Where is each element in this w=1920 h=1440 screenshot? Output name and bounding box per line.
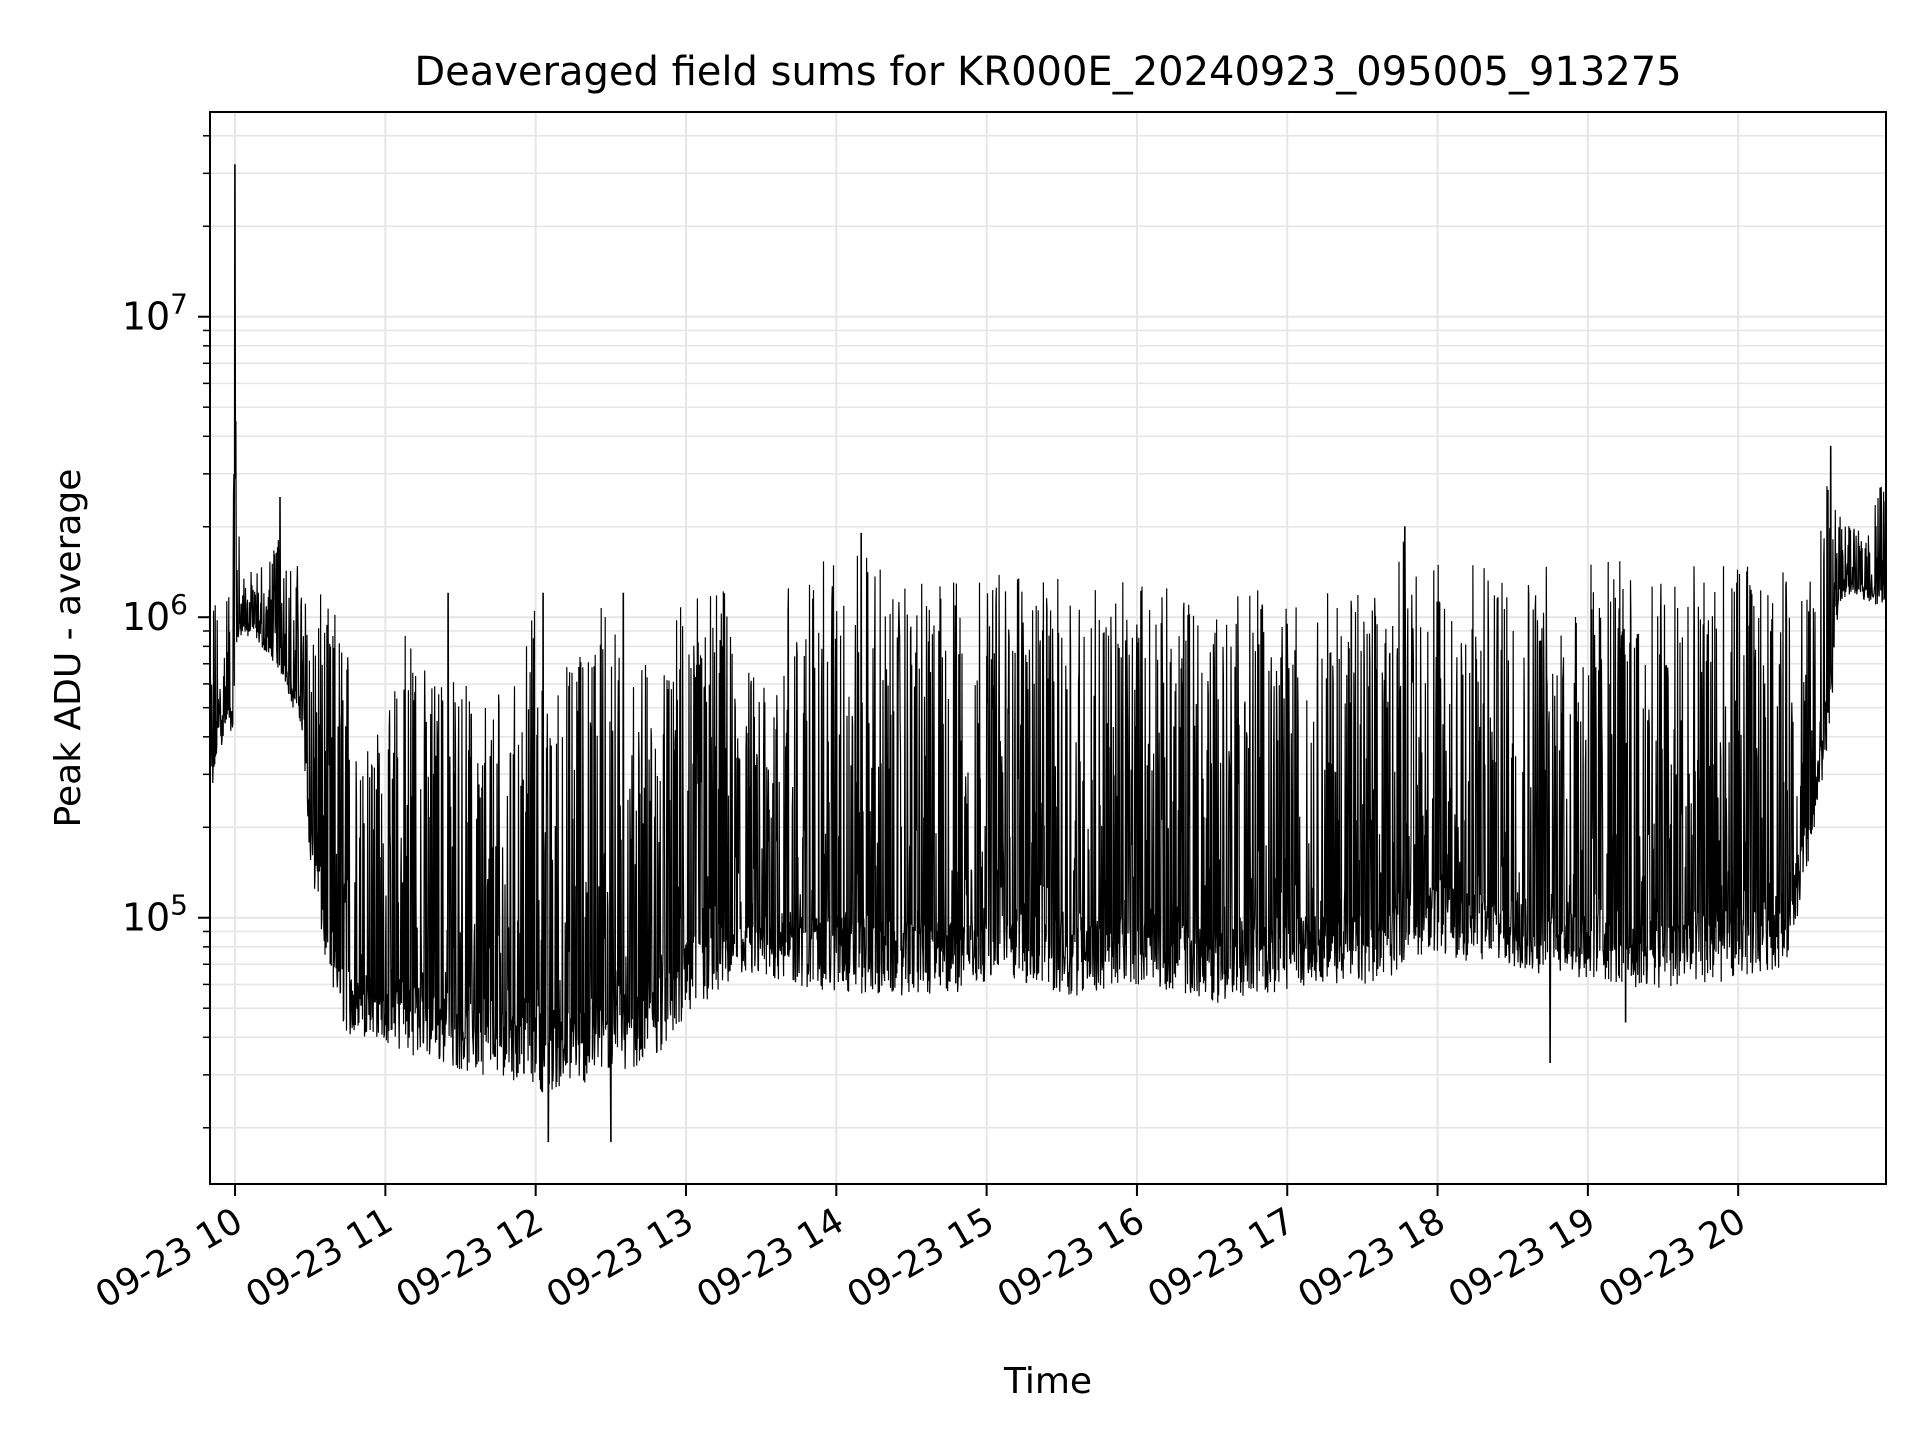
x-tick-label: 09-23 13: [540, 1200, 701, 1316]
x-tick-label: 09-23 18: [1291, 1200, 1452, 1316]
x-axis-label: Time: [1003, 1361, 1092, 1402]
x-tick-label: 09-23 12: [390, 1200, 551, 1316]
plot-frame: [209, 111, 1887, 1185]
x-tick-label: 09-23 17: [1141, 1200, 1302, 1316]
y-tick-label: 105: [122, 889, 188, 940]
chart-title: Deaveraged field sums for KR000E_2024092…: [414, 49, 1681, 95]
x-tick-label: 09-23 15: [840, 1200, 1001, 1316]
x-tick-label: 09-23 20: [1592, 1200, 1753, 1316]
x-tick-label: 09-23 11: [239, 1200, 400, 1316]
y-tick-label: 107: [122, 288, 188, 339]
x-tick-label: 09-23 10: [89, 1200, 250, 1316]
x-tick-label: 09-23 19: [1442, 1200, 1603, 1316]
y-axis-label: Peak ADU - average: [48, 469, 89, 828]
x-tick-label: 09-23 16: [991, 1200, 1152, 1316]
y-tick-label: 106: [122, 588, 188, 639]
series-line: [209, 164, 1887, 1143]
data-layer: [209, 164, 1887, 1143]
x-tick-label: 09-23 14: [690, 1200, 851, 1316]
